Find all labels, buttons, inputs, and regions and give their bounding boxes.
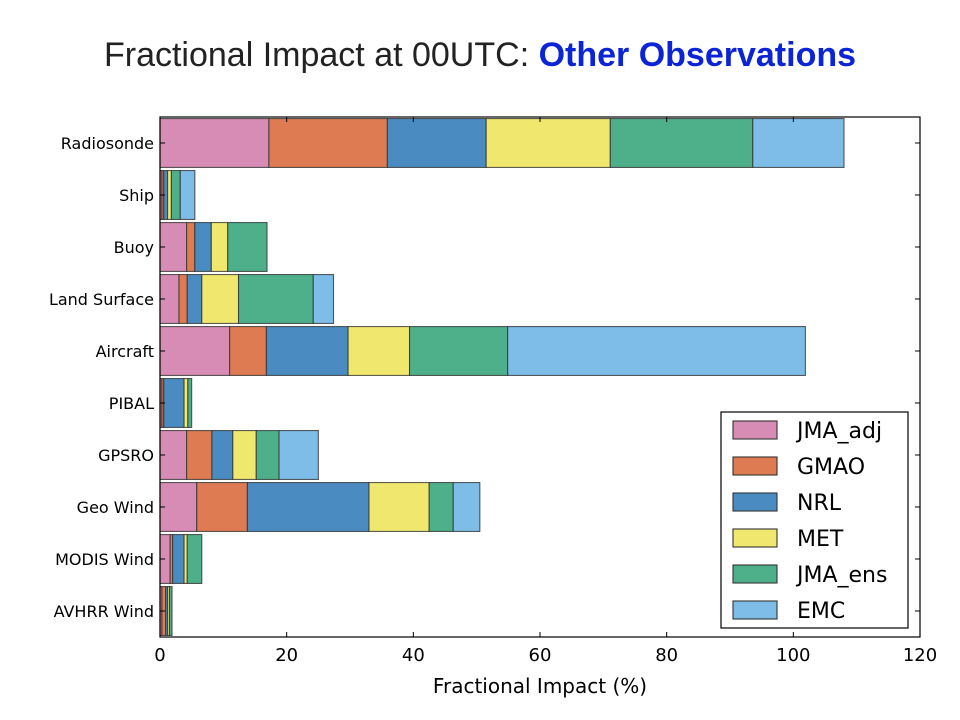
y-tick-label: Geo Wind	[77, 498, 154, 517]
legend-swatch	[732, 600, 778, 620]
slide-title: Fractional Impact at 00UTC: Other Observ…	[0, 36, 960, 75]
bar-segment	[609, 118, 754, 168]
x-tick-label: 80	[655, 645, 678, 666]
bar-segment	[268, 118, 388, 168]
bar-segment	[167, 170, 172, 220]
bar-segment	[232, 430, 257, 480]
legend-label: GMAO	[797, 455, 865, 480]
bar-segment	[168, 586, 173, 636]
legend-swatch	[732, 456, 778, 476]
bar-segment	[312, 274, 335, 324]
bar-segment	[227, 222, 268, 272]
y-tick-label: AVHRR Wind	[54, 602, 154, 621]
bar-segment	[194, 222, 212, 272]
x-tick-label: 100	[776, 645, 810, 666]
bar-segment	[386, 118, 487, 168]
bar-segment	[196, 482, 248, 532]
bar-segment	[186, 430, 213, 480]
bar-segment	[278, 430, 319, 480]
legend-swatch	[732, 492, 778, 512]
x-tick-label: 120	[903, 645, 937, 666]
legend-label: NRL	[797, 491, 842, 516]
y-tick-label: PIBAL	[109, 394, 154, 413]
bar-segment	[187, 378, 193, 428]
legend-swatch	[732, 564, 778, 584]
bar-segment	[246, 482, 370, 532]
bar-segment	[186, 222, 196, 272]
x-tick-label: 40	[402, 645, 425, 666]
x-tick-label: 60	[529, 645, 552, 666]
bar-segment	[347, 326, 411, 376]
legend-box	[720, 411, 909, 629]
x-tick-label: 20	[275, 645, 298, 666]
bar-segment	[752, 118, 845, 168]
bar-segment	[172, 534, 185, 584]
bar-segment	[408, 326, 509, 376]
bar-segment	[452, 482, 481, 532]
x-axis-label: Fractional Impact (%)	[433, 674, 647, 698]
bar-segment	[229, 326, 267, 376]
bar-segment	[170, 170, 181, 220]
title-main: Fractional Impact at 00UTC:	[103, 36, 539, 74]
y-tick-label: Radiosonde	[61, 134, 154, 153]
y-tick-label: Buoy	[114, 238, 154, 257]
y-tick-label: Ship	[119, 186, 154, 205]
y-tick-label: MODIS Wind	[55, 550, 154, 569]
bar-segment	[428, 482, 454, 532]
bar-segment	[183, 378, 189, 428]
bar-segment	[255, 430, 280, 480]
y-tick-label: GPSRO	[98, 446, 154, 465]
legend-label: JMA_adj	[795, 419, 882, 444]
bar-segment	[186, 534, 203, 584]
bar-segment	[507, 326, 806, 376]
legend-label: EMC	[797, 599, 845, 624]
legend-swatch	[732, 420, 778, 440]
bar-segment	[159, 482, 198, 532]
bar-segment	[163, 378, 185, 428]
bar-segment	[159, 430, 188, 480]
bar-segment	[211, 430, 234, 480]
bar-segment	[201, 274, 240, 324]
x-tick-label: 0	[154, 645, 165, 666]
bar-segment	[210, 222, 229, 272]
legend-swatch	[732, 528, 778, 548]
bar-segment	[178, 274, 188, 324]
bar-segment	[368, 482, 430, 532]
bar-segment	[485, 118, 611, 168]
bar-segment	[179, 170, 196, 220]
legend-label: MET	[797, 527, 844, 552]
y-tick-label: Aircraft	[96, 342, 154, 361]
bar-segment	[265, 326, 349, 376]
y-tick-label: Land Surface	[49, 290, 154, 309]
bar-segment	[237, 274, 314, 324]
bar-segment	[159, 118, 270, 168]
bar-segment	[186, 274, 203, 324]
legend-label: JMA_ens	[795, 563, 887, 588]
title-accent: Other Observations	[538, 36, 857, 74]
bar-segment	[159, 326, 231, 376]
